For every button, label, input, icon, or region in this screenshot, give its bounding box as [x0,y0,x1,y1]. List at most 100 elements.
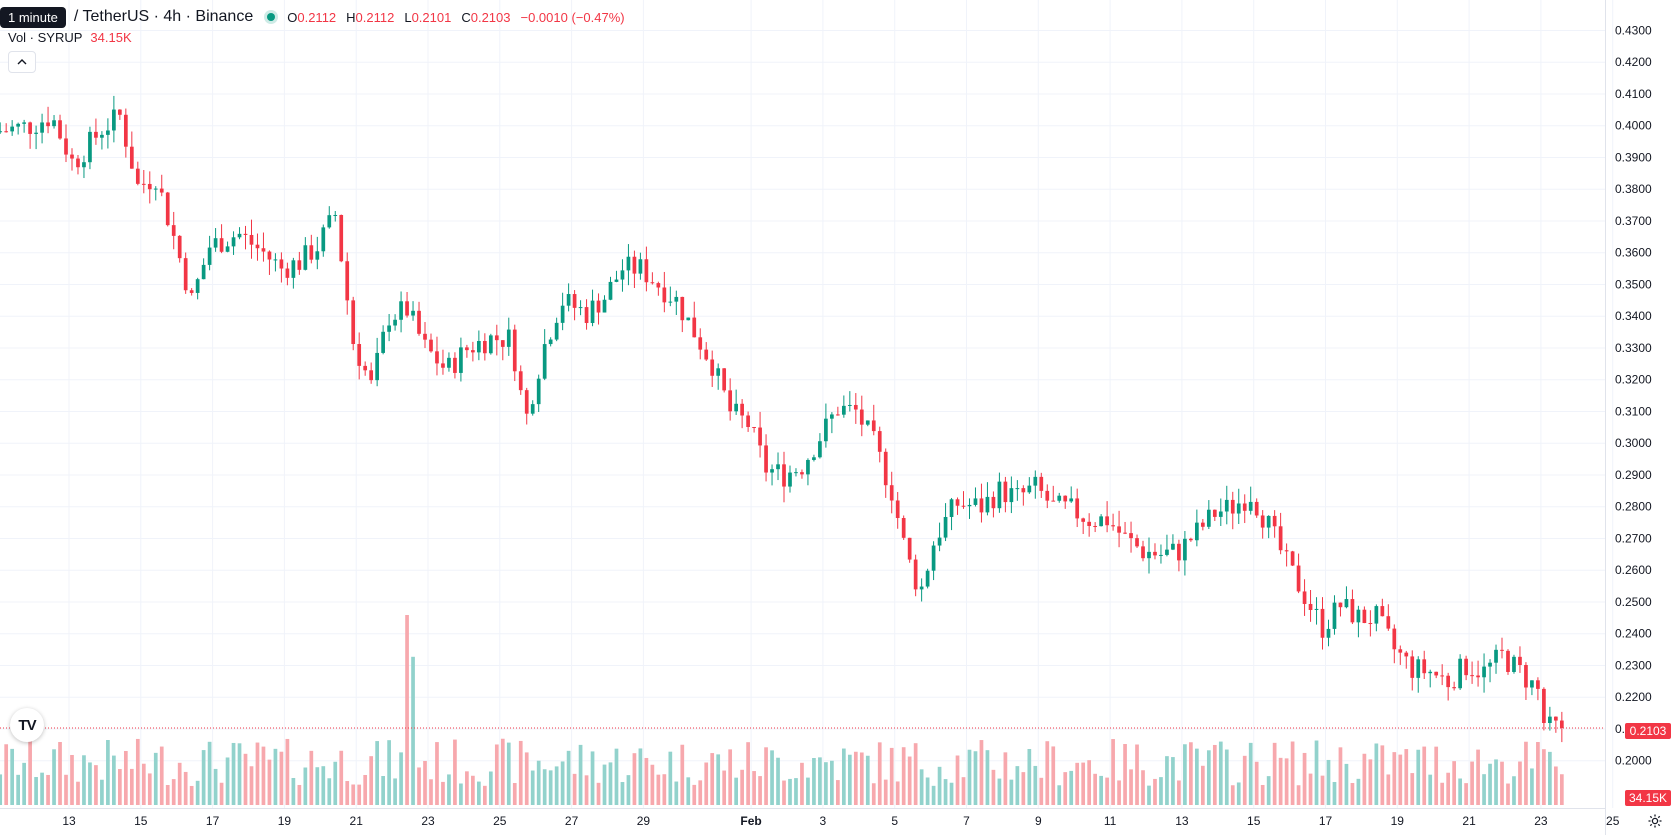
candle-body [1512,656,1516,672]
candle-body [219,238,224,252]
volume-bar [512,783,517,805]
volume-bar [1536,742,1540,805]
candle-body [1015,488,1020,490]
candle-body [1159,554,1163,556]
price-tick-label: 0.2400 [1615,627,1652,641]
candle-body [321,227,326,252]
candle-body [1530,680,1534,688]
volume-bar [1548,751,1552,805]
candle-body [1386,616,1391,629]
volume-bar [818,757,822,805]
volume-bar [1099,775,1103,805]
candle-body [100,134,104,138]
volume-bar [1392,752,1397,805]
close-value: 0.2103 [470,9,511,25]
volume-bar [1254,761,1259,805]
candle-body [243,233,248,235]
volume-bar [572,773,577,805]
candle-body [94,131,98,138]
symbol-title[interactable]: / TetherUS · 4h · Binance [73,8,254,25]
volume-bar [10,748,15,805]
volume-bar [100,779,104,805]
volume-bar [1380,745,1385,805]
time-tick-label: 23 [1534,814,1548,828]
candle-body [1422,659,1427,674]
candle-body [1200,522,1205,527]
candle-body [28,122,32,134]
candle-body [82,162,86,168]
low-key: L [404,9,412,25]
volume-bar [1153,778,1157,805]
candle-body [955,499,960,506]
candle-body [812,457,816,460]
volume-bar [435,742,439,805]
volume-bar [812,757,816,805]
candle-body [518,371,523,391]
volume-bar [1135,744,1139,805]
candle-body [381,331,385,353]
candle-body [64,138,68,155]
candle-body [985,496,990,513]
candle-body [554,322,559,340]
price-tick-label: 0.3900 [1615,150,1652,164]
volume-bar [608,762,613,805]
candle-body [1440,675,1445,677]
candle-body [177,235,182,259]
volume-bar [447,774,451,805]
candle-body [52,120,56,127]
volume-bar [237,743,242,805]
time-tick-label: 17 [206,814,220,828]
volume-bar [644,757,649,805]
volume-bar [1494,759,1498,805]
volume-bar [423,760,427,805]
candle-body [447,357,451,368]
volume-bar [52,749,56,805]
volume-bar [859,752,864,805]
candle-body [919,586,924,590]
volume-bar [620,782,625,805]
volume-bar [411,656,415,805]
candle-body [710,359,715,376]
legend-row: 1 minute / TetherUS · 4h · Binance O0.21… [0,6,625,28]
candle-body [524,390,529,414]
candle-body [1248,501,1253,511]
volume-bar [279,751,284,805]
volume-bar [1117,780,1121,805]
volume-label[interactable]: Vol · SYRUP [8,30,83,45]
time-tick-label: 29 [637,814,651,828]
collapse-legend-button[interactable] [8,51,36,73]
volume-bar [1428,774,1433,805]
candle-body [806,459,810,475]
price-tick-label: 0.3600 [1615,246,1652,260]
gear-icon[interactable] [1646,812,1664,830]
candle-body [1063,495,1068,502]
candle-body [614,279,619,282]
candle-body [369,370,374,381]
volume-bar [1189,742,1193,805]
volume-bar [399,752,403,805]
volume-bar [913,743,918,805]
last-price-tag: 0.2103 [1625,723,1671,739]
volume-bar [1087,760,1092,805]
candle-body [375,352,379,381]
volume-bar [548,770,553,805]
candle-body [889,485,894,501]
volume-bar [1045,741,1050,805]
volume-bar [524,752,529,805]
candle-body [1548,716,1552,724]
volume-bar [147,773,152,805]
candle-body [183,258,188,291]
tradingview-logo[interactable]: TV [10,708,44,742]
candle-body [135,168,140,184]
volume-bar [488,771,493,805]
high-value: 0.2112 [355,9,395,25]
candle-body [536,378,541,405]
volume-bar [955,755,960,805]
candle-body [1416,659,1421,678]
candle-body [662,287,667,303]
candle-body [465,347,469,351]
volume-bar [1093,773,1097,805]
volume-bar [1063,772,1068,805]
time-tick-label: 25 [493,814,507,828]
